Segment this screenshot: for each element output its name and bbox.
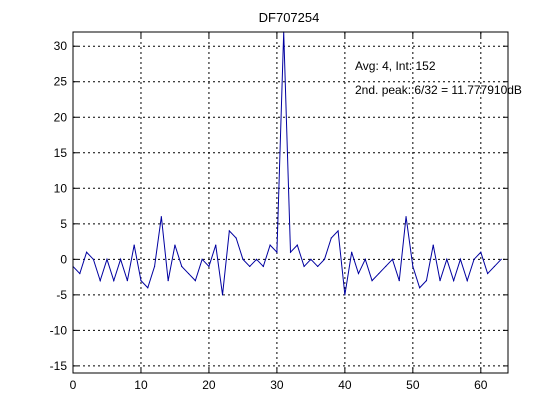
data-point: [310, 258, 312, 260]
data-point: [412, 265, 414, 268]
data-point: [174, 244, 176, 246]
data-point: [419, 287, 421, 289]
x-tick-label: 0: [70, 378, 77, 392]
data-point: [153, 265, 156, 268]
data-point: [208, 265, 210, 268]
data-point: [242, 258, 244, 260]
annotation-second-peak: 2nd. peak: 6/32 = 11.777910dB: [355, 83, 522, 97]
y-tick-label: -15: [50, 359, 68, 373]
data-point: [249, 265, 251, 268]
data-point: [133, 244, 135, 246]
data-point: [446, 258, 448, 260]
axes-box: [72, 31, 509, 374]
y-tick-label: -5: [56, 288, 67, 302]
data-point: [317, 265, 319, 268]
data-point: [255, 258, 258, 260]
data-point: [79, 272, 81, 275]
data-point: [323, 258, 326, 260]
data-point: [147, 287, 149, 289]
y-tick-label: 20: [54, 110, 68, 124]
data-point: [480, 251, 482, 253]
ticks: 0 10 20 30 40 50 60 -15 -10 -5 0 5 10 15 20 25 30: [50, 32, 508, 392]
chart-title: DF707254: [259, 10, 320, 25]
data-point: [466, 280, 468, 282]
data-point: [106, 258, 108, 260]
y-tick-label: 10: [54, 181, 68, 195]
x-tick-label: 20: [202, 378, 216, 392]
y-tick-label: 0: [60, 252, 67, 266]
data-point: [330, 237, 332, 239]
y-tick-label: 25: [54, 75, 68, 89]
data-point: [378, 272, 380, 275]
data-point: [425, 280, 428, 282]
data-point: [126, 280, 128, 282]
data-point: [391, 258, 394, 260]
data-point: [262, 265, 264, 268]
data-point: [459, 258, 462, 260]
data-point: [303, 265, 305, 268]
annotation-avg: Avg: 4, Int: 152: [355, 59, 436, 73]
data-point: [289, 251, 292, 253]
data-point: [119, 258, 122, 260]
data-point: [398, 280, 400, 282]
data-point: [500, 258, 502, 260]
data-point: [140, 280, 142, 282]
x-tick-label: 40: [338, 378, 352, 392]
x-tick-label: 50: [406, 378, 420, 392]
data-point: [215, 244, 217, 246]
data-point: [453, 280, 455, 282]
data-point: [364, 258, 366, 260]
data-point: [187, 272, 190, 275]
x-tick-label: 10: [134, 378, 148, 392]
data-point: [493, 265, 496, 268]
plot-area: [73, 32, 508, 373]
y-tick-label: 5: [60, 217, 67, 231]
x-tick-label: 60: [474, 378, 488, 392]
y-tick-label: 30: [54, 39, 68, 53]
y-tick-label: 15: [54, 146, 68, 160]
data-point: [221, 294, 224, 296]
data-point: [160, 216, 162, 218]
data-point: [235, 237, 237, 239]
data-point: [113, 280, 115, 282]
data-point: [181, 265, 183, 268]
data-point: [473, 258, 475, 260]
data-point: [228, 230, 230, 232]
data-point: [92, 258, 94, 260]
data-point: [439, 280, 441, 282]
data-point: [167, 280, 169, 282]
data-point: [85, 251, 88, 253]
grid: [73, 32, 508, 373]
data-point: [405, 216, 407, 218]
data-point: [385, 265, 387, 268]
data-point: [296, 244, 298, 246]
data-point: [99, 280, 101, 282]
data-point: [357, 272, 360, 275]
data-point: [201, 258, 203, 260]
data-point: [344, 294, 346, 296]
data-point: [351, 251, 353, 253]
data-point: [432, 244, 434, 246]
data-point: [194, 280, 196, 282]
data-point: [487, 272, 489, 275]
data-point: [269, 244, 271, 246]
data-point: [276, 251, 278, 253]
data-point: [337, 230, 339, 232]
x-tick-label: 30: [270, 378, 284, 392]
series-line-0: [72, 31, 502, 295]
y-tick-label: -10: [50, 323, 68, 337]
data-point: [371, 280, 373, 282]
